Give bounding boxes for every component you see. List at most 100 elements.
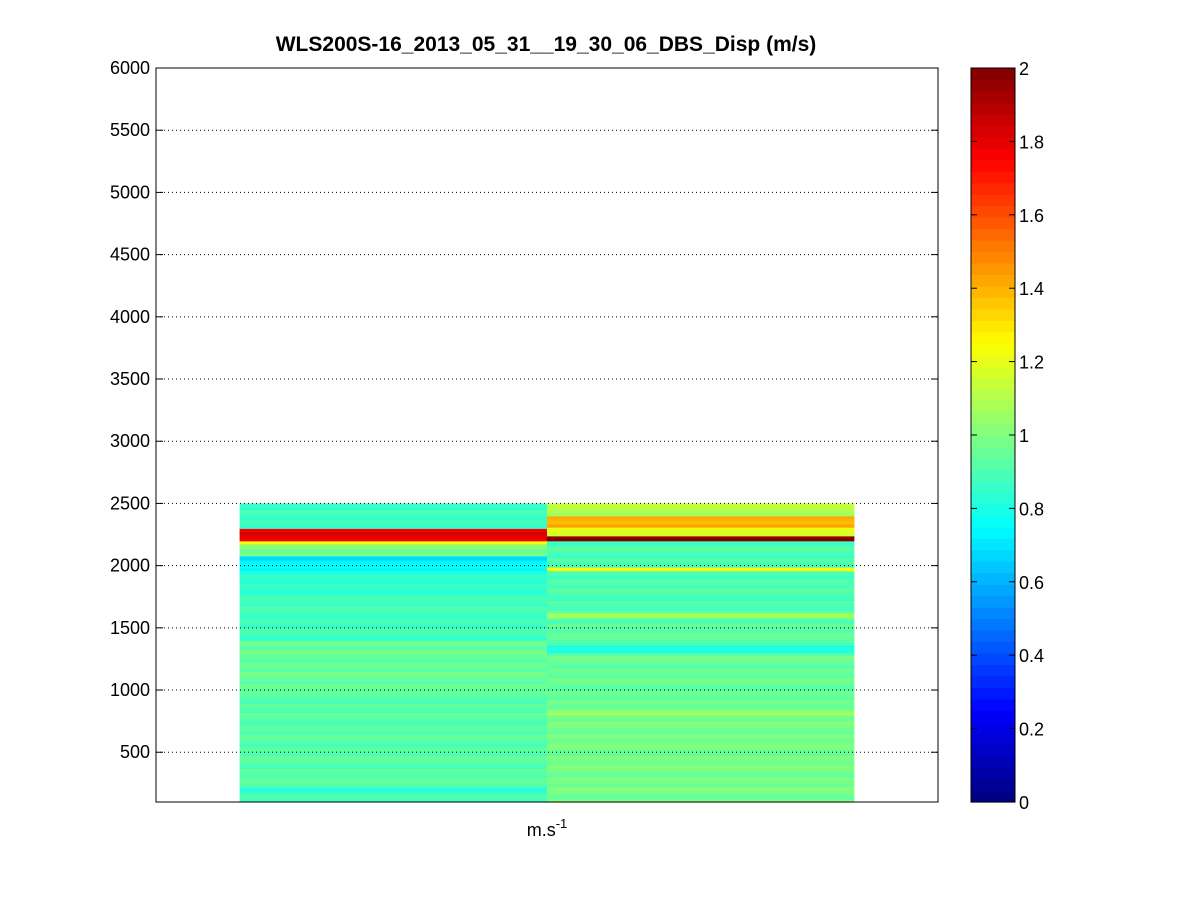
heatmap-cell	[547, 746, 855, 750]
heatmap-cell	[547, 671, 855, 676]
colorbar-swatch	[971, 113, 1015, 126]
colorbar-swatch	[971, 159, 1015, 172]
heatmap-cell	[239, 749, 548, 754]
heatmap-cell	[239, 537, 548, 542]
heatmap-cell	[239, 721, 548, 726]
heatmap-cell	[239, 731, 548, 735]
colorbar-tick-label: 1.6	[1019, 206, 1044, 226]
colorbar-swatch	[971, 389, 1015, 402]
heatmap-cell	[547, 693, 855, 697]
heatmap-cell	[239, 671, 548, 676]
heatmap-cell	[547, 635, 855, 640]
heatmap-cell	[547, 752, 855, 756]
colorbar-swatch	[971, 217, 1015, 230]
colorbar-swatch	[971, 641, 1015, 654]
heatmap-cell	[547, 527, 855, 531]
heatmap-cell	[239, 564, 548, 569]
heatmap-cell	[239, 618, 548, 623]
heatmap-cell	[547, 603, 855, 608]
heatmap-cell	[547, 733, 855, 738]
heatmap-cell	[239, 686, 548, 691]
colorbar-swatch	[971, 607, 1015, 620]
heatmap-cell	[547, 662, 855, 666]
x-axis-label: m.s-1	[527, 816, 568, 840]
heatmap-cell	[547, 649, 855, 654]
heatmap-cell	[239, 509, 548, 514]
heatmap-cell	[239, 612, 548, 616]
colorbar-swatch	[971, 733, 1015, 746]
colorbar-tick-label: 2	[1019, 59, 1029, 79]
heatmap-cell	[239, 759, 548, 763]
colorbar-swatch	[971, 297, 1015, 310]
heatmap-cell	[547, 789, 855, 794]
heatmap-cell	[547, 517, 855, 522]
colorbar-tick-label: 1.2	[1019, 353, 1044, 373]
heatmap-cell	[239, 570, 548, 572]
colorbar-swatch	[971, 779, 1015, 792]
colorbar-tick-label: 0.8	[1019, 499, 1044, 519]
heatmap-cell	[547, 575, 855, 580]
heatmap-cell	[239, 734, 548, 738]
heatmap-cell	[547, 652, 855, 657]
colorbar-swatch	[971, 515, 1015, 528]
heatmap-cell	[547, 570, 855, 574]
heatmap-cell	[239, 627, 548, 632]
heatmap-cell	[239, 525, 548, 529]
heatmap-cell	[547, 512, 855, 517]
heatmap-cell	[239, 649, 548, 654]
colorbar-swatch	[971, 251, 1015, 264]
heatmap-cell	[239, 668, 548, 672]
heatmap-cell	[239, 540, 548, 544]
heatmap-cell	[239, 724, 548, 729]
heatmap-cell	[547, 509, 855, 514]
heatmap-cell	[547, 584, 855, 589]
heatmap-cell	[239, 522, 548, 526]
heatmap-cell	[547, 680, 855, 685]
heatmap-cell	[239, 774, 548, 779]
chart-title: WLS200S-16_2013_05_31__19_30_06_DBS_Disp…	[276, 33, 817, 56]
colorbar-swatch	[971, 710, 1015, 723]
heatmap-cell	[239, 560, 548, 564]
colorbar-swatch	[971, 366, 1015, 379]
y-tick-label: 1000	[110, 680, 150, 700]
heatmap-cell	[547, 668, 855, 672]
heatmap-cell	[239, 718, 548, 723]
heatmap-cell	[239, 606, 548, 610]
colorbar-tick-label: 0.4	[1019, 646, 1044, 666]
heatmap-cell	[547, 597, 855, 602]
heatmap-cell	[547, 600, 855, 605]
colorbar-swatch	[971, 675, 1015, 688]
heatmap-cell	[239, 715, 548, 720]
heatmap-cell	[547, 774, 855, 778]
colorbar-swatch	[971, 412, 1015, 425]
colorbar-swatch	[971, 228, 1015, 241]
heatmap-cell	[239, 752, 548, 757]
heatmap-cell	[239, 755, 548, 760]
heatmap-cell	[547, 786, 855, 791]
heatmap-cell	[239, 624, 548, 629]
heatmap-cell	[239, 787, 548, 789]
heatmap-cell	[547, 761, 855, 766]
heatmap-cell	[547, 503, 855, 508]
colorbar-swatch	[971, 136, 1015, 149]
heatmap-cell	[239, 658, 548, 663]
heatmap-cell	[547, 642, 855, 646]
heatmap-cell	[547, 646, 855, 651]
colorbar-swatch	[971, 744, 1015, 757]
colorbar-tick-label: 0.6	[1019, 573, 1044, 593]
heatmap-cell	[239, 699, 548, 704]
heatmap-cell	[547, 506, 855, 511]
colorbar-swatch	[971, 469, 1015, 482]
y-tick-label: 4500	[110, 245, 150, 265]
plot-frame	[155, 67, 939, 803]
heatmap-cell	[239, 596, 548, 601]
y-tick-label: 2000	[110, 556, 150, 576]
heatmap-cell	[547, 572, 855, 577]
heatmap-cell	[239, 580, 548, 585]
heatmap-cell	[547, 708, 855, 713]
heatmap-cell	[547, 665, 855, 669]
heatmap-cell	[239, 762, 548, 766]
heatmap-cell	[239, 577, 548, 582]
colorbar-swatch	[971, 262, 1015, 276]
heatmap-cell	[547, 588, 855, 592]
